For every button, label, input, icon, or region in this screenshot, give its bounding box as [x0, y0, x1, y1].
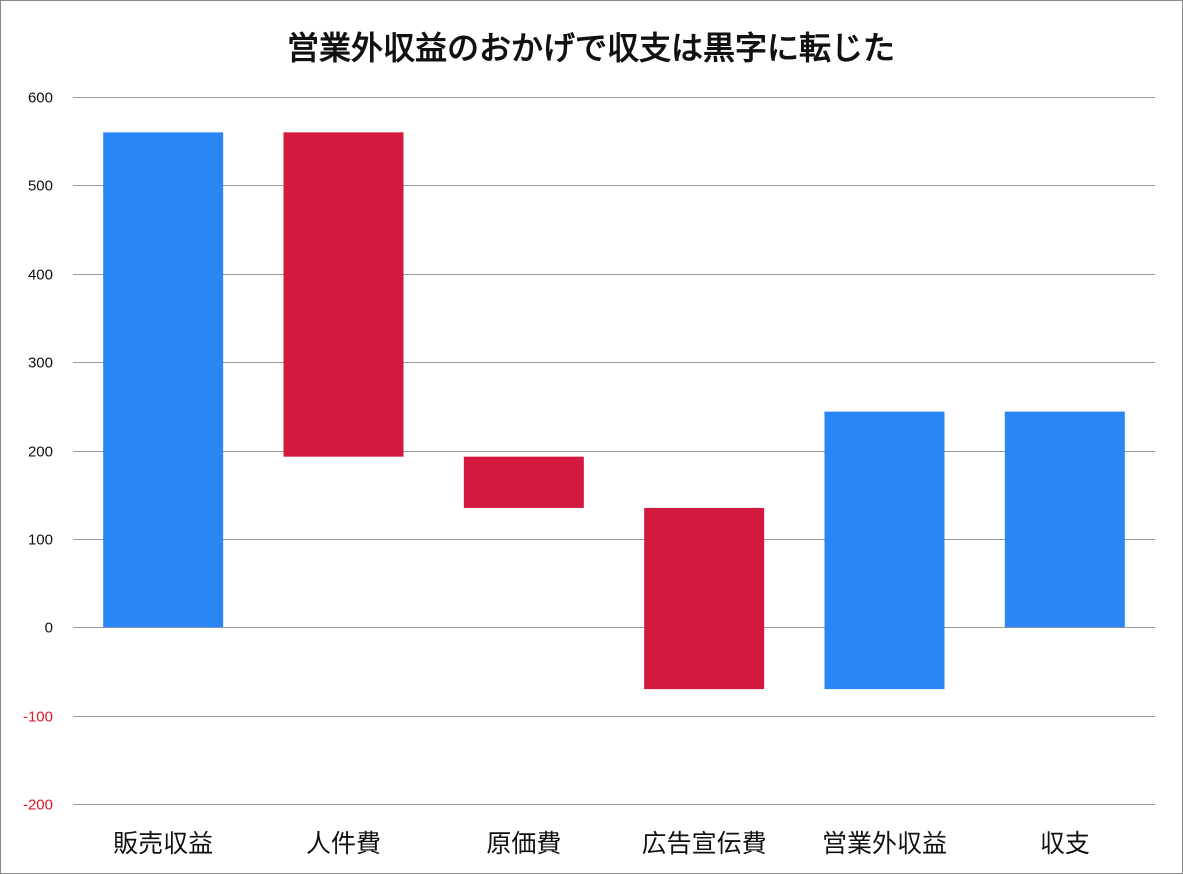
y-axis-ticks: 600 500 400 300 200 100 0 -100 -200	[23, 90, 53, 814]
y-tick-label: 500	[28, 178, 53, 195]
x-category-label: 広告宣伝費	[642, 829, 767, 858]
y-tick-label: 100	[28, 532, 53, 549]
gridlines	[73, 97, 1155, 805]
x-category-label: 人件費	[306, 829, 381, 858]
y-tick-label: -200	[23, 797, 53, 814]
bar-decrease	[463, 456, 584, 508]
bar-increase	[824, 411, 945, 690]
y-tick-label: 400	[28, 267, 53, 284]
bar-decrease	[644, 507, 765, 690]
x-category-label: 収支	[1040, 829, 1090, 858]
x-category-label: 原価費	[486, 829, 561, 858]
y-tick-label: -100	[23, 709, 53, 726]
bar-increase	[103, 132, 224, 628]
chart-title: 営業外収益のおかげで収支は黒字に転じた	[287, 29, 895, 67]
x-axis-categories: 販売収益 人件費 原価費 広告宣伝費 営業外収益 収支	[113, 829, 1090, 858]
bar-decrease	[283, 132, 404, 457]
x-category-label: 営業外収益	[822, 829, 947, 858]
y-tick-label: 200	[28, 444, 53, 461]
y-tick-label: 0	[45, 620, 53, 637]
y-tick-label: 300	[28, 355, 53, 372]
y-tick-label: 600	[28, 90, 53, 107]
x-category-label: 販売収益	[113, 829, 213, 858]
bar-total	[1004, 411, 1125, 628]
bars	[103, 132, 1125, 690]
